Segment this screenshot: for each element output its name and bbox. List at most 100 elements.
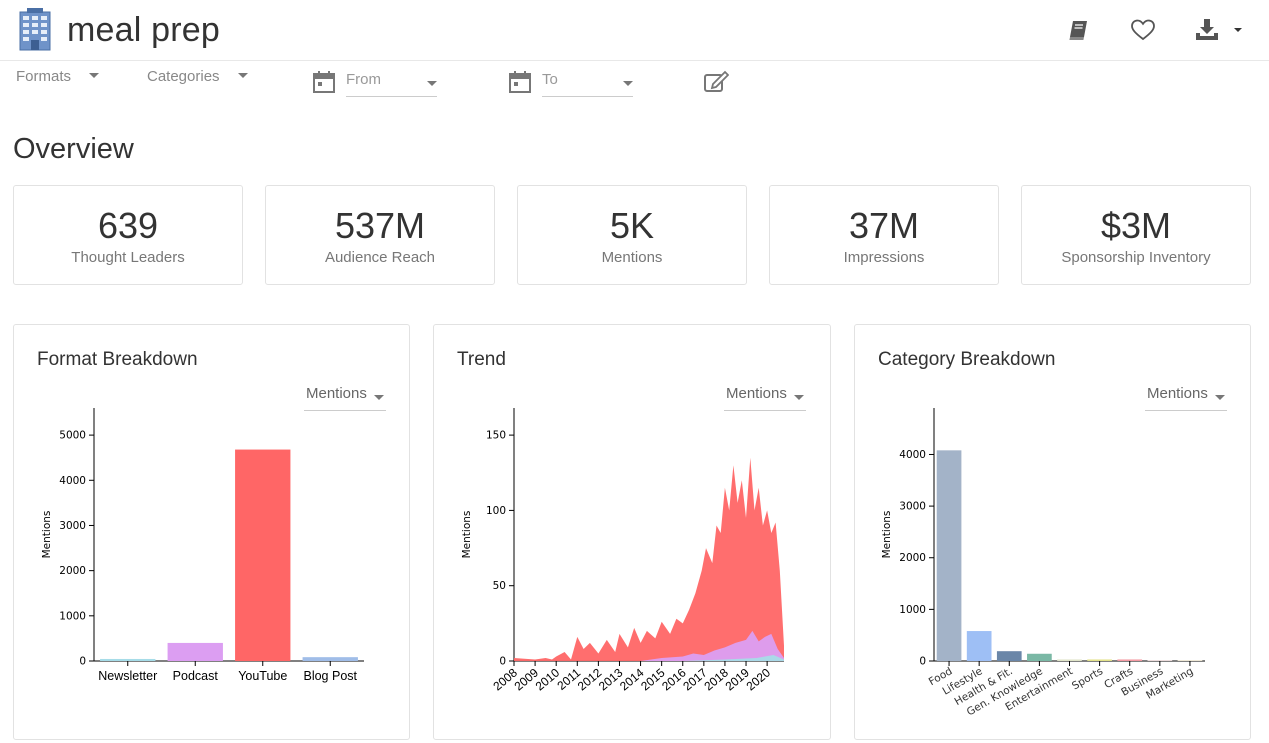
kpi-label: Thought Leaders	[71, 249, 185, 266]
kpi-value: 5K	[609, 205, 655, 246]
metric-select[interactable]: Mentions	[304, 385, 386, 411]
from-date-input[interactable]: From	[346, 68, 437, 97]
bar	[100, 658, 156, 661]
download-icon	[1196, 19, 1242, 40]
bar	[966, 631, 992, 661]
bar	[1177, 660, 1203, 661]
x-tick-label: Newsletter	[98, 669, 157, 683]
y-axis-label: Mentions	[41, 511, 53, 559]
x-tick-label: Podcast	[173, 669, 219, 683]
metric-select-value: Mentions	[306, 385, 367, 402]
panel-title: Category Breakdown	[878, 349, 1056, 370]
format-breakdown-panel: Format Breakdown Mentions 0 1000 2000 3000 4…	[13, 324, 410, 740]
trend-chart: 050100150Mentions20082009201020112012201…	[461, 408, 784, 693]
calendar-icon	[509, 71, 531, 93]
y-tick-label: 3000	[59, 520, 86, 532]
area-series	[514, 457, 784, 661]
kpi-card-thought-leaders: 639 Thought Leaders	[13, 185, 243, 285]
bar	[996, 651, 1022, 661]
overview-title: Overview	[13, 133, 134, 165]
kpi-value: 639	[97, 205, 159, 246]
y-tick-label: 0	[79, 656, 86, 668]
bar	[936, 450, 962, 661]
y-tick-label: 150	[486, 430, 506, 442]
kpi-card-audience-reach: 537M Audience Reach	[265, 185, 495, 285]
format-breakdown-chart: 0 1000 2000 3000 4000 5000 Mentions Newsletter P…	[41, 408, 364, 683]
to-date-placeholder: To	[542, 71, 558, 88]
app-header: meal prep	[0, 0, 1269, 61]
building-icon	[19, 8, 51, 51]
metric-select-value: Mentions	[1147, 385, 1208, 402]
heart-icon	[1131, 19, 1155, 41]
y-axis-label: Mentions	[881, 511, 893, 559]
kpi-value: $3M	[1100, 205, 1172, 246]
kpi-label: Mentions	[601, 249, 663, 266]
formats-filter[interactable]: Formats	[16, 68, 100, 98]
x-tick-label: Blog Post	[303, 669, 357, 683]
y-tick-label: 1000	[899, 604, 926, 616]
panel-title: Format Breakdown	[37, 349, 198, 370]
y-tick-label: 2000	[59, 565, 86, 577]
from-date-placeholder: From	[346, 71, 381, 88]
y-tick-label: 0	[919, 656, 926, 668]
download-button[interactable]	[1194, 16, 1246, 44]
x-tick-label: 2020	[744, 665, 774, 693]
chevron-down-icon	[89, 73, 100, 78]
area-series	[514, 655, 784, 661]
formats-filter-label: Formats	[16, 68, 72, 85]
book-button[interactable]	[1065, 16, 1093, 44]
kpi-card-impressions: 37M Impressions	[769, 185, 999, 285]
y-tick-label: 50	[493, 580, 506, 592]
chevron-down-icon	[427, 81, 437, 86]
page-title: meal prep	[67, 11, 220, 49]
category-breakdown-panel: Category Breakdown Mentions 0 1000 2000 300…	[854, 324, 1251, 740]
y-tick-label: 4000	[899, 449, 926, 461]
calendar-icon	[313, 71, 335, 93]
kpi-value: 537M	[334, 205, 426, 246]
x-tick-label: YouTube	[238, 669, 287, 683]
kpi-value: 37M	[848, 205, 920, 246]
panel-title: Trend	[457, 349, 506, 370]
metric-select-value: Mentions	[726, 385, 787, 402]
chevron-down-icon	[1215, 395, 1225, 400]
category-breakdown-chart: 01000200030004000MentionsFoodLifestyleHe…	[881, 408, 1205, 718]
chevron-down-icon	[374, 395, 384, 400]
trend-panel: Trend Mentions 0 50 100 150 Mentions 2008 2009…	[433, 324, 831, 740]
kpi-card-mentions: 5K Mentions	[517, 185, 747, 285]
chevron-down-icon	[623, 81, 633, 86]
metric-select[interactable]: Mentions	[1145, 385, 1227, 411]
y-tick-label: 3000	[899, 501, 926, 513]
kpi-label: Impressions	[843, 249, 925, 266]
book-icon	[1069, 21, 1087, 40]
categories-filter-label: Categories	[147, 68, 220, 85]
y-tick-label: 0	[499, 656, 506, 668]
bar	[1087, 659, 1112, 661]
kpi-label: Audience Reach	[324, 249, 436, 266]
bar	[1057, 659, 1082, 661]
y-tick-label: 1000	[59, 610, 86, 622]
y-tick-label: 2000	[899, 552, 926, 564]
favorite-button[interactable]	[1129, 16, 1157, 44]
y-axis-label: Mentions	[461, 511, 473, 559]
chevron-down-icon	[794, 395, 804, 400]
bar	[302, 657, 358, 661]
chevron-down-icon	[237, 73, 248, 78]
y-tick-label: 5000	[59, 430, 86, 442]
categories-filter[interactable]: Categories	[147, 68, 248, 98]
bar	[1027, 653, 1052, 661]
bar	[235, 449, 291, 661]
y-tick-label: 100	[486, 505, 506, 517]
kpi-label: Sponsorship Inventory	[1061, 249, 1211, 266]
bar	[1147, 660, 1173, 661]
y-tick-label: 4000	[59, 475, 86, 487]
to-date-input[interactable]: To	[542, 68, 633, 97]
bar	[1117, 659, 1143, 661]
kpi-card-sponsorship-inventory: $3M Sponsorship Inventory	[1021, 185, 1251, 285]
area-series	[514, 630, 784, 661]
edit-icon[interactable]	[703, 70, 729, 94]
to-date-field: To	[509, 68, 635, 98]
bar	[167, 642, 223, 661]
x-tick-label: Sports	[1070, 665, 1105, 692]
from-date-field: From	[313, 68, 439, 98]
metric-select[interactable]: Mentions	[724, 385, 806, 411]
